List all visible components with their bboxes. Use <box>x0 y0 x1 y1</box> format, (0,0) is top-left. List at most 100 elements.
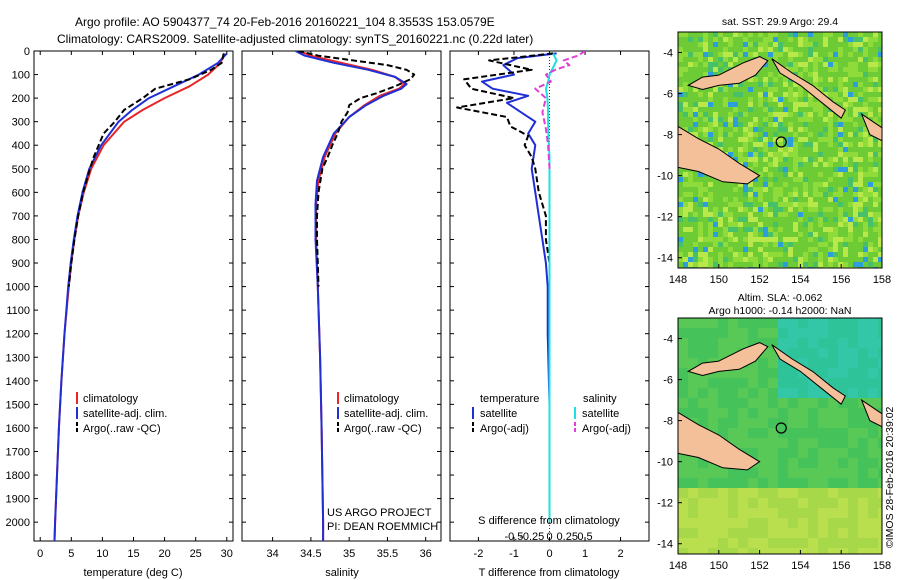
map-cell <box>728 212 733 217</box>
map-cell <box>728 408 738 418</box>
map-cell <box>833 32 838 37</box>
map-cell <box>858 187 863 192</box>
salinity-legend: climatology satellite-adj. clim. Argo(..… <box>337 392 428 435</box>
map-cell <box>678 92 683 97</box>
map-cell <box>773 247 778 252</box>
map-cell <box>818 528 828 538</box>
map-cell <box>698 318 708 328</box>
map-cell <box>778 107 783 112</box>
map-cell <box>828 508 838 518</box>
map-cell <box>878 37 882 42</box>
map-cell <box>818 478 828 488</box>
map-cell <box>773 37 778 42</box>
map-cell <box>748 142 753 147</box>
map-cell <box>738 37 743 42</box>
map-cell <box>843 252 848 257</box>
legend-argo-label: Argo(..raw -QC) <box>83 423 161 435</box>
series-line-satellite-adj-clim <box>295 51 408 541</box>
map-cell <box>858 152 863 157</box>
map-cell <box>833 172 838 177</box>
map-cell <box>778 72 783 77</box>
map-cell <box>753 177 758 182</box>
map-cell <box>788 182 793 187</box>
map-cell <box>703 67 708 72</box>
map-cell <box>698 388 708 398</box>
map-cell <box>843 227 848 232</box>
map-cell <box>833 217 838 222</box>
map-cell <box>753 187 758 192</box>
map-cell <box>788 438 798 448</box>
map-cell <box>703 227 708 232</box>
map-cell <box>803 252 808 257</box>
map-cell <box>798 67 803 72</box>
map-cell <box>863 157 868 162</box>
map-cell <box>798 62 803 67</box>
map-cell <box>758 87 763 92</box>
map-cell <box>783 227 788 232</box>
map-cell <box>718 132 723 137</box>
map-cell <box>688 72 693 77</box>
map-cell <box>813 142 818 147</box>
map-cell <box>833 147 838 152</box>
map-cell <box>773 47 778 52</box>
map-cell <box>853 197 858 202</box>
map-cell <box>818 508 828 518</box>
map-cell <box>693 117 698 122</box>
map-cell <box>753 202 758 207</box>
title-line-2: Climatology: CARS2009. Satellite-adjuste… <box>57 32 533 46</box>
map-cell <box>863 112 868 117</box>
map-cell <box>778 338 788 348</box>
map-cell <box>863 217 868 222</box>
map-cell <box>853 177 858 182</box>
map-cell <box>743 57 748 62</box>
difference-s-label: S difference from climatology <box>478 515 620 527</box>
map-cell <box>713 32 718 37</box>
map-cell <box>738 478 748 488</box>
map-cell <box>783 242 788 247</box>
map-cell <box>818 162 823 167</box>
map-cell <box>758 262 763 267</box>
map-cell <box>808 177 813 182</box>
map-cell <box>868 152 873 157</box>
map-cell <box>798 92 803 97</box>
map-cell <box>868 102 873 107</box>
map-cell <box>703 127 708 132</box>
map-cell <box>868 72 873 77</box>
map-cell <box>763 137 768 142</box>
map-cell <box>738 212 743 217</box>
map-cell <box>688 207 693 212</box>
map-cell <box>743 237 748 242</box>
map-cell <box>878 207 882 212</box>
map-cell <box>713 237 718 242</box>
map-cell <box>878 388 882 398</box>
map-cell <box>828 328 838 338</box>
map-cell <box>878 117 882 122</box>
map-cell <box>878 247 882 252</box>
map-cell <box>723 207 728 212</box>
map-cell <box>863 207 868 212</box>
map-cell <box>808 67 813 72</box>
map-cell <box>768 408 778 418</box>
map-cell <box>873 112 878 117</box>
map-cell <box>773 217 778 222</box>
map-cell <box>838 458 848 468</box>
map-cell <box>848 318 858 328</box>
map-cell <box>828 378 838 388</box>
map-x-tick-label: 148 <box>669 274 687 286</box>
map-cell <box>688 122 693 127</box>
map-cell <box>678 32 683 37</box>
map-cell <box>758 102 763 107</box>
map-cell <box>828 368 838 378</box>
map-cell <box>878 318 882 328</box>
map-cell <box>678 97 683 102</box>
map-cell <box>833 197 838 202</box>
map-cell <box>763 82 768 87</box>
map-cell <box>738 498 748 508</box>
map-cell <box>783 57 788 62</box>
map-cell <box>788 232 793 237</box>
map-cell <box>823 67 828 72</box>
map-cell <box>758 368 768 378</box>
map-cell <box>808 242 813 247</box>
map-cell <box>678 172 683 177</box>
map-cell <box>738 232 743 237</box>
